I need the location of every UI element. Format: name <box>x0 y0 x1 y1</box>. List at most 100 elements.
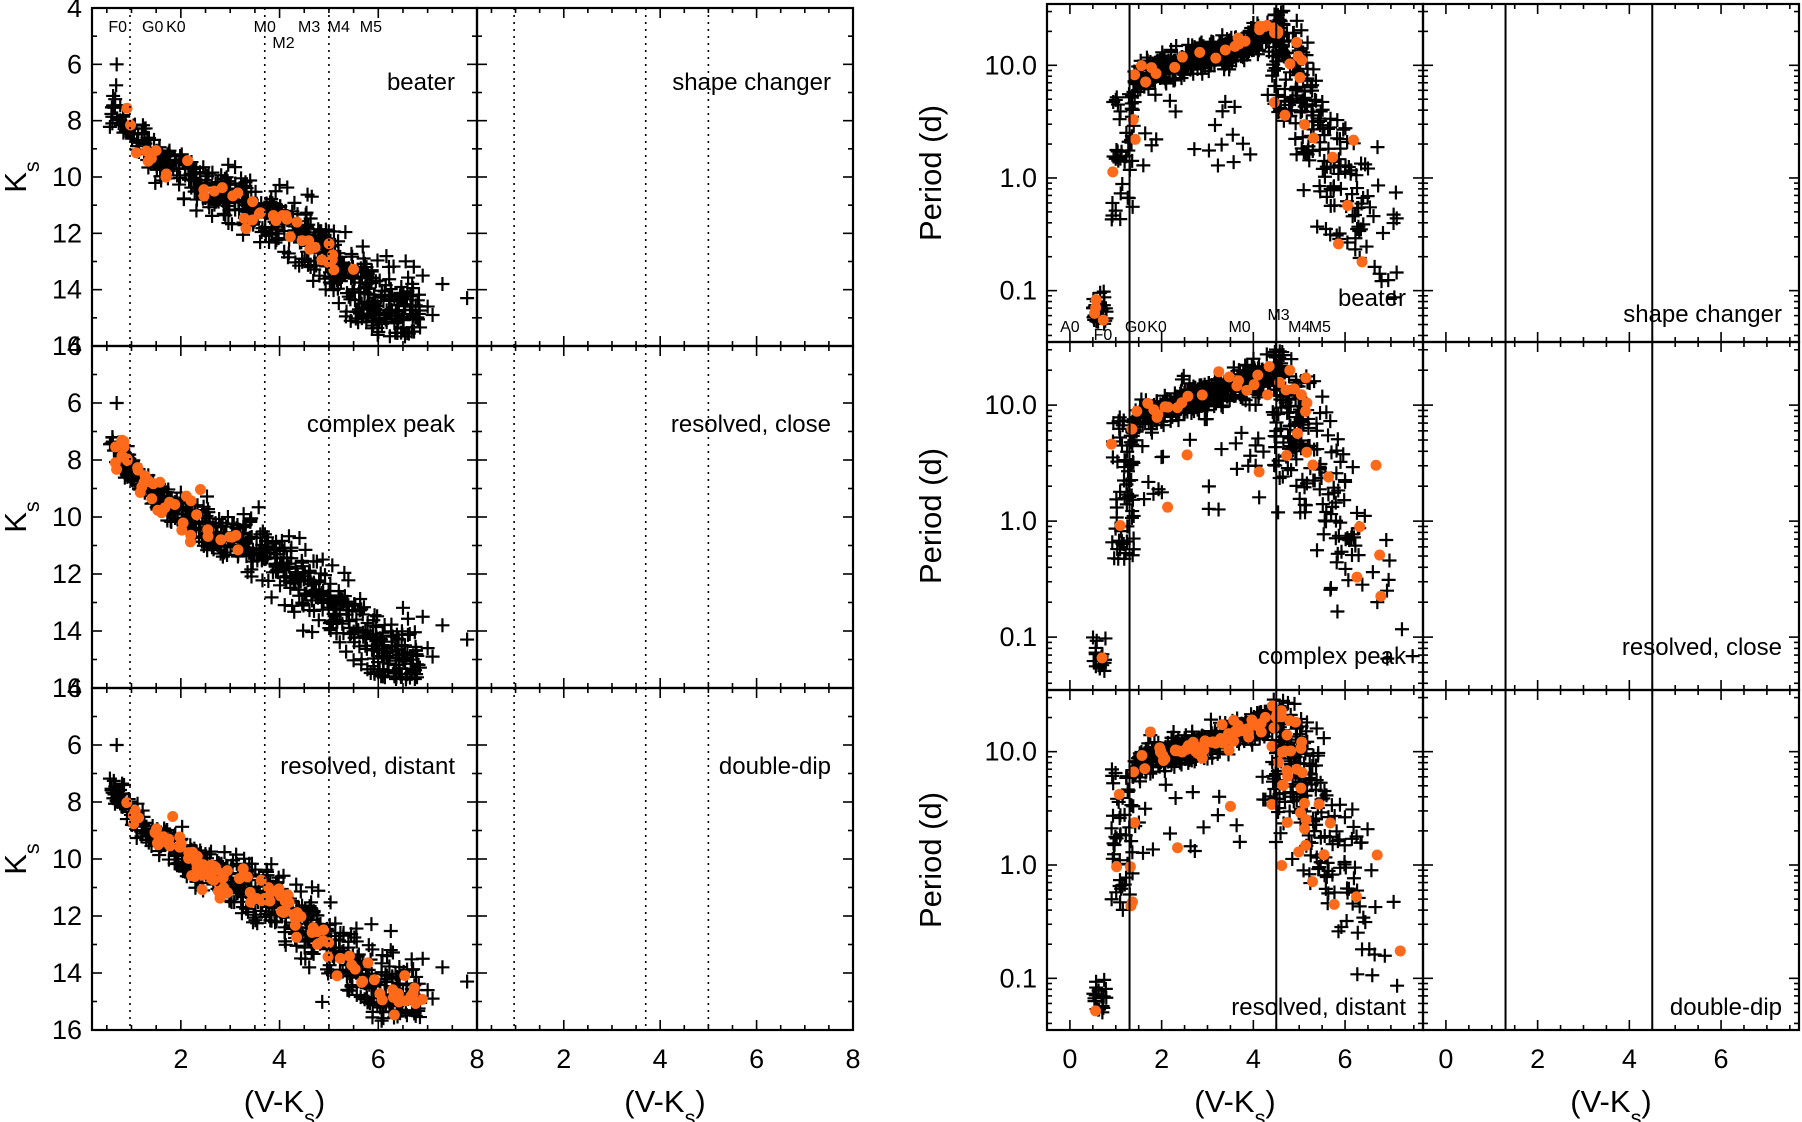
member-cross <box>196 499 211 514</box>
member-cross <box>379 972 394 987</box>
member-cross <box>1201 479 1216 494</box>
member-cross <box>298 934 313 949</box>
member-cross <box>1251 431 1266 446</box>
class-dot <box>1268 722 1280 734</box>
member-cross <box>172 177 187 192</box>
member-cross <box>1210 808 1225 823</box>
class-dot <box>232 187 244 199</box>
class-dot <box>182 155 194 167</box>
member-cross <box>1182 376 1197 391</box>
member-cross <box>1105 195 1120 210</box>
class-dot <box>1296 54 1308 66</box>
member-cross <box>148 175 163 190</box>
cmd-panel-shape-changer: shape changer <box>103 69 831 687</box>
member-cross <box>1092 661 1107 676</box>
member-cross <box>1124 510 1139 525</box>
class-dot <box>1299 797 1311 809</box>
member-cross <box>1218 57 1233 72</box>
member-cross <box>404 656 419 671</box>
member-cross <box>341 573 356 588</box>
member-cross <box>255 524 270 539</box>
member-cross <box>1136 158 1151 173</box>
member-cross <box>315 552 330 567</box>
member-cross <box>1386 894 1401 909</box>
member-cross <box>377 634 392 649</box>
member-cross <box>395 600 410 615</box>
class-dot <box>1266 798 1278 810</box>
class-dot <box>198 184 210 196</box>
member-cross <box>1333 515 1348 530</box>
class-dot <box>1327 151 1339 163</box>
period-panel-resolved-close: resolved, close <box>1622 634 1782 661</box>
class-dot <box>1328 898 1340 910</box>
member-cross <box>370 320 385 335</box>
member-cross <box>379 249 394 264</box>
member-cross <box>1162 93 1177 108</box>
member-cross <box>380 306 395 321</box>
class-dot <box>247 196 259 208</box>
member-cross <box>331 296 346 311</box>
member-cross <box>420 983 435 998</box>
cmd-points-class <box>121 797 428 1021</box>
member-cross <box>355 239 370 254</box>
member-cross <box>254 542 269 557</box>
class-dot <box>1219 44 1231 56</box>
member-cross <box>287 604 302 619</box>
member-cross <box>1234 425 1249 440</box>
member-cross <box>1099 990 1114 1005</box>
member-cross <box>1158 777 1173 792</box>
member-cross <box>366 651 381 666</box>
class-dot <box>1131 405 1143 417</box>
member-cross <box>221 216 236 231</box>
class-dot <box>1348 134 1360 146</box>
member-cross <box>1235 136 1250 151</box>
member-cross <box>189 203 204 218</box>
class-dot <box>1301 446 1313 458</box>
member-cross <box>410 310 425 325</box>
member-cross <box>249 910 264 925</box>
member-cross <box>1329 824 1344 839</box>
class-dot <box>267 209 279 221</box>
member-cross <box>1350 967 1365 982</box>
member-cross <box>1185 785 1200 800</box>
member-cross <box>1294 23 1309 38</box>
member-cross <box>460 974 475 989</box>
spectral-label: M5 <box>360 19 382 36</box>
member-cross <box>1377 948 1392 963</box>
member-cross <box>415 609 430 624</box>
member-cross <box>323 623 338 638</box>
class-dot <box>291 216 303 228</box>
member-cross <box>176 192 191 207</box>
member-cross <box>1330 432 1345 447</box>
member-cross <box>161 148 176 163</box>
member-cross <box>1210 158 1225 173</box>
member-cross <box>201 166 216 181</box>
member-cross <box>323 895 338 910</box>
class-dot <box>1135 60 1147 72</box>
class-dot <box>291 931 303 943</box>
class-dot <box>1281 816 1293 828</box>
class-dot <box>159 502 171 514</box>
class-dot <box>134 486 146 498</box>
member-cross <box>385 945 400 960</box>
member-cross <box>1229 818 1244 833</box>
member-cross <box>1196 820 1211 835</box>
class-dot <box>282 889 294 901</box>
member-cross <box>415 268 430 283</box>
member-cross <box>337 565 352 580</box>
class-dot <box>1281 449 1293 461</box>
class-dot <box>331 970 343 982</box>
member-cross <box>1405 649 1420 664</box>
class-dot <box>185 529 197 541</box>
class-dot <box>1090 1005 1102 1017</box>
member-cross <box>1199 412 1214 427</box>
member-cross <box>1138 126 1153 141</box>
member-cross <box>1243 448 1258 463</box>
member-cross <box>1357 508 1372 523</box>
class-dot <box>1246 714 1258 726</box>
class-dot <box>1276 859 1288 871</box>
member-cross <box>1324 445 1339 460</box>
member-cross <box>295 555 310 570</box>
cmd-points-class <box>109 434 244 556</box>
